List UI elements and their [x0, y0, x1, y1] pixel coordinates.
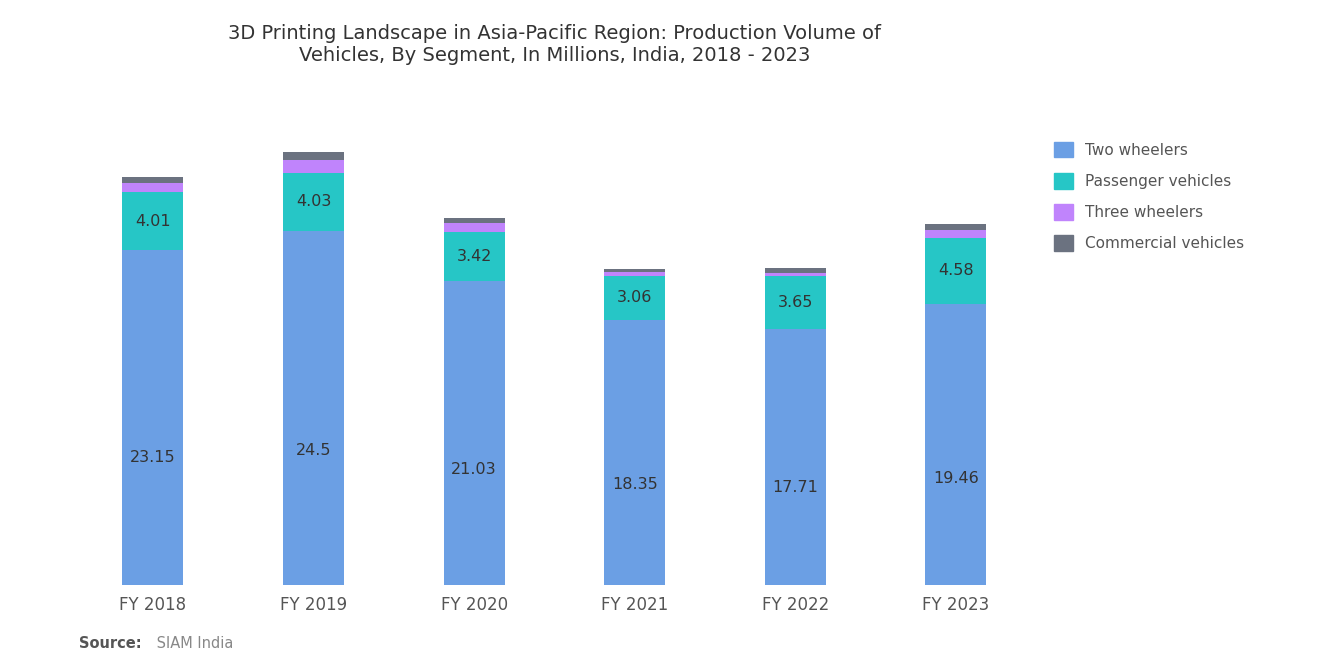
- Bar: [123, 177, 183, 184]
- Text: 19.46: 19.46: [933, 471, 978, 485]
- Text: 23.15: 23.15: [131, 450, 176, 466]
- Bar: [444, 281, 504, 585]
- Bar: [123, 251, 183, 585]
- Bar: [123, 184, 183, 192]
- Text: 17.71: 17.71: [772, 480, 818, 495]
- Bar: [925, 224, 986, 230]
- Text: Source:: Source:: [79, 636, 141, 652]
- Bar: [764, 273, 826, 276]
- Bar: [764, 268, 826, 273]
- Bar: [282, 160, 345, 173]
- Bar: [282, 152, 345, 160]
- Bar: [444, 231, 504, 281]
- Bar: [282, 231, 345, 585]
- Bar: [764, 276, 826, 329]
- Text: 21.03: 21.03: [451, 462, 496, 477]
- Bar: [444, 217, 504, 223]
- Bar: [925, 230, 986, 237]
- Bar: [605, 275, 665, 320]
- Bar: [925, 304, 986, 585]
- Title: 3D Printing Landscape in Asia-Pacific Region: Production Volume of
Vehicles, By : 3D Printing Landscape in Asia-Pacific Re…: [228, 25, 880, 65]
- Bar: [605, 273, 665, 275]
- Legend: Two wheelers, Passenger vehicles, Three wheelers, Commercial vehicles: Two wheelers, Passenger vehicles, Three …: [1047, 134, 1251, 259]
- Text: 18.35: 18.35: [612, 477, 657, 492]
- Text: 3.65: 3.65: [777, 295, 813, 310]
- Text: SIAM India: SIAM India: [152, 636, 234, 652]
- Text: 24.5: 24.5: [296, 443, 331, 458]
- Bar: [925, 237, 986, 304]
- Text: 3.06: 3.06: [616, 290, 652, 305]
- Text: 3.42: 3.42: [457, 249, 492, 264]
- Bar: [605, 269, 665, 273]
- Bar: [605, 320, 665, 585]
- Bar: [123, 192, 183, 251]
- Text: 4.03: 4.03: [296, 194, 331, 209]
- Text: 4.58: 4.58: [939, 263, 974, 278]
- Bar: [764, 329, 826, 585]
- Bar: [282, 173, 345, 231]
- Text: 4.01: 4.01: [135, 214, 170, 229]
- Bar: [444, 223, 504, 231]
